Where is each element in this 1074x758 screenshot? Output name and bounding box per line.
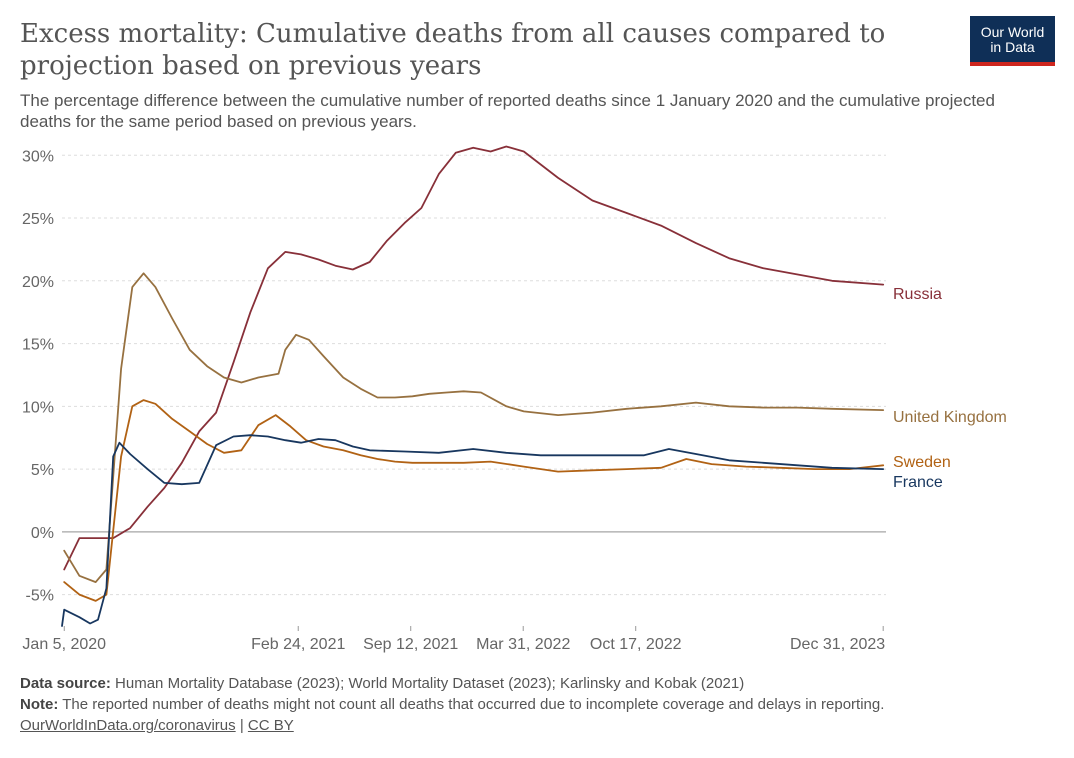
x-tick-label: Jan 5, 2020 [22,636,106,653]
line-chart: -5% 0% 5% 10% 15% 20% 25% 30% Jan 5, 2020 Feb 24,… [22,145,1007,653]
x-tick-label: Oct 17, 2022 [590,636,682,653]
link-line: OurWorldInData.org/coronavirus | CC BY [20,715,1060,736]
owid-coronavirus-link[interactable]: OurWorldInData.org/coronavirus [20,717,236,734]
series-line-france [61,434,885,627]
source-line: Data source: Human Mortality Database (2… [20,673,1060,694]
series-layer [61,145,885,627]
source-text: Human Mortality Database (2023); World M… [115,675,745,692]
owid-logo[interactable]: Our World in Data [970,16,1055,66]
y-tick-label: 25% [22,211,54,228]
y-tick-label: 0% [31,525,54,542]
series-line-sweden [63,399,885,602]
grid-layer: -5% 0% 5% 10% 15% 20% 25% 30% Jan 5, 2020 Feb 24,… [22,148,886,653]
x-tick-label: Mar 31, 2022 [476,636,570,653]
series-line-russia [63,145,885,571]
series-label-france: France [893,474,943,491]
y-tick-label: -5% [26,588,54,605]
link-separator: | [239,717,244,734]
chart-subtitle: The percentage difference between the cu… [20,91,995,131]
chart-footer: Data source: Human Mortality Database (2… [20,673,1060,736]
series-label-russia: Russia [893,286,942,303]
chart-title: Excess mortality: Cumulative deaths from… [20,19,886,81]
series-label-sweden: Sweden [893,454,951,471]
note-text: The reported number of deaths might not … [62,696,885,713]
y-tick-label: 20% [22,274,54,291]
y-tick-label: 15% [22,337,54,354]
series-label-layer: Russia United Kingdom Sweden France [893,286,1007,491]
logo-line-2: in Data [990,39,1035,55]
x-tick-label: Feb 24, 2021 [251,636,345,653]
x-tick-label: Dec 31, 2023 [790,636,885,653]
note-line: Note: The reported number of deaths migh… [20,694,1060,715]
source-label: Data source: [20,675,111,692]
y-tick-label: 10% [22,399,54,416]
x-tick-label: Sep 12, 2021 [363,636,458,653]
logo-line-1: Our World [980,24,1045,40]
y-tick-label: 5% [31,462,54,479]
note-label: Note: [20,696,59,713]
series-label-united-kingdom: United Kingdom [893,409,1007,426]
series-line-united-kingdom [63,272,885,583]
license-link[interactable]: CC BY [247,717,294,734]
y-tick-label: 30% [22,148,54,165]
